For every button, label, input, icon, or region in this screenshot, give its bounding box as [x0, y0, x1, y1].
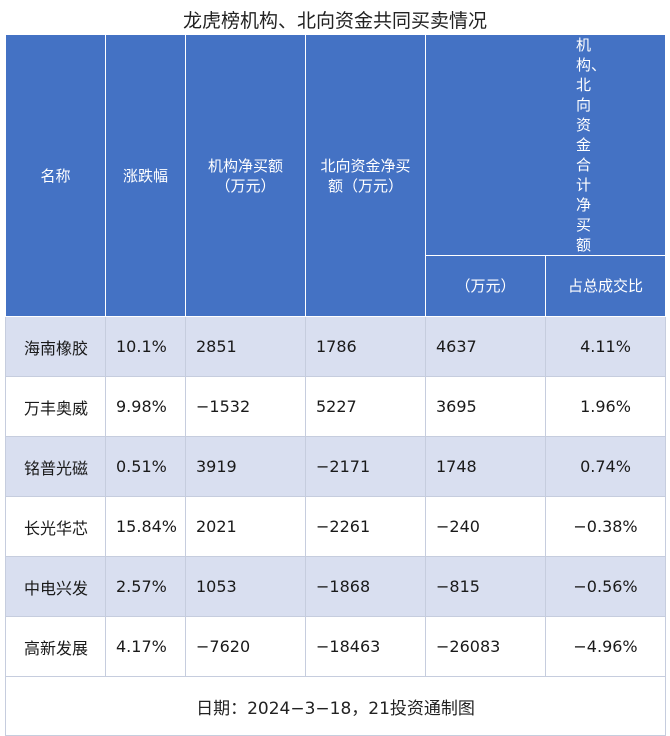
cell-institution: −7620: [185, 616, 306, 677]
cell-change: 10.1%: [105, 316, 186, 377]
cell-northbound: 1786: [305, 316, 426, 377]
header-row-top: 名称 涨跌幅 机构净买额（万元） 北向资金净买额（万元） 机构、北向资金合计净买…: [5, 34, 667, 317]
cell-institution: 2851: [185, 316, 306, 377]
cell-change: 15.84%: [105, 496, 186, 557]
header-combined-unit-label: （万元）: [455, 277, 516, 295]
cell-name: 高新发展: [5, 616, 106, 677]
cell-ratio: 1.96%: [544, 376, 667, 437]
cell-institution: −1532: [185, 376, 306, 437]
cell-change: 9.98%: [105, 376, 186, 437]
cell-ratio: 0.74%: [544, 436, 667, 497]
cell-ratio: 4.11%: [544, 316, 667, 377]
cell-northbound: −2261: [305, 496, 426, 557]
header-combined-group: 机构、北向资金合计净买额: [424, 34, 667, 256]
footer-row: 日期：2024−3−18，21投资通制图: [4, 676, 667, 736]
cell-change: 0.51%: [105, 436, 186, 497]
table-row: 中电兴发 2.57% 1053 −1868 −815 −0.56%: [5, 556, 667, 617]
table-row: 海南橡胶 10.1% 2851 1786 4637 4.11%: [5, 316, 667, 377]
page: 龙虎榜机构、北向资金共同买卖情况 名称 涨跌幅 机构净买额（万元） 北向资金净买…: [4, 10, 667, 736]
cell-name: 长光华芯: [5, 496, 106, 557]
header-northbound: 北向资金净买额（万元）: [305, 34, 426, 317]
cell-name: 万丰奥威: [5, 376, 106, 437]
cell-northbound: −1868: [305, 556, 426, 617]
header-institution-label: 机构净买额（万元）: [207, 156, 283, 195]
header-combined-unit: （万元）: [425, 255, 546, 317]
header-ratio-label: 占总成交比: [568, 277, 644, 295]
cell-northbound: −18463: [305, 616, 426, 677]
cell-ratio: −0.56%: [544, 556, 667, 617]
table-row: 铭普光磁 0.51% 3919 −2171 1748 0.74%: [5, 436, 667, 497]
header-name-label: 名称: [40, 166, 71, 185]
table-row: 长光华芯 15.84% 2021 −2261 −240 −0.38%: [5, 496, 667, 557]
cell-name: 海南橡胶: [5, 316, 106, 377]
cell-institution: 2021: [185, 496, 306, 557]
cell-change: 2.57%: [105, 556, 186, 617]
cell-northbound: 5227: [305, 376, 426, 437]
header-change: 涨跌幅: [105, 34, 186, 317]
source-note: 日期：2024−3−18，21投资通制图: [4, 676, 667, 736]
header-combined-group-label: 机构、北向资金合计净买额: [576, 36, 607, 254]
cell-northbound: −2171: [305, 436, 426, 497]
header-ratio: 占总成交比: [544, 255, 667, 317]
header-row-bottom: （万元） 占总成交比: [6, 255, 667, 317]
header-institution: 机构净买额（万元）: [185, 34, 306, 317]
cell-name: 铭普光磁: [5, 436, 106, 497]
cell-combined: −240: [425, 496, 546, 557]
table-row: 万丰奥威 9.98% −1532 5227 3695 1.96%: [5, 376, 667, 437]
cell-combined: −815: [425, 556, 546, 617]
cell-name: 中电兴发: [5, 556, 106, 617]
cell-institution: 1053: [185, 556, 306, 617]
cell-combined: 3695: [425, 376, 546, 437]
page-title: 龙虎榜机构、北向资金共同买卖情况: [182, 10, 487, 32]
cell-combined: −26083: [425, 616, 546, 677]
cell-ratio: −0.38%: [544, 496, 667, 557]
cell-combined: 1748: [425, 436, 546, 497]
header-northbound-label: 北向资金净买额（万元）: [320, 156, 411, 195]
table-row: 高新发展 4.17% −7620 −18463 −26083 −4.96%: [5, 616, 667, 677]
header-change-label: 涨跌幅: [122, 166, 168, 185]
header-name: 名称: [5, 34, 106, 317]
data-table: 名称 涨跌幅 机构净买额（万元） 北向资金净买额（万元） 机构、北向资金合计净买…: [4, 34, 667, 736]
cell-ratio: −4.96%: [544, 616, 667, 677]
cell-institution: 3919: [185, 436, 306, 497]
cell-combined: 4637: [425, 316, 546, 377]
cell-change: 4.17%: [105, 616, 186, 677]
